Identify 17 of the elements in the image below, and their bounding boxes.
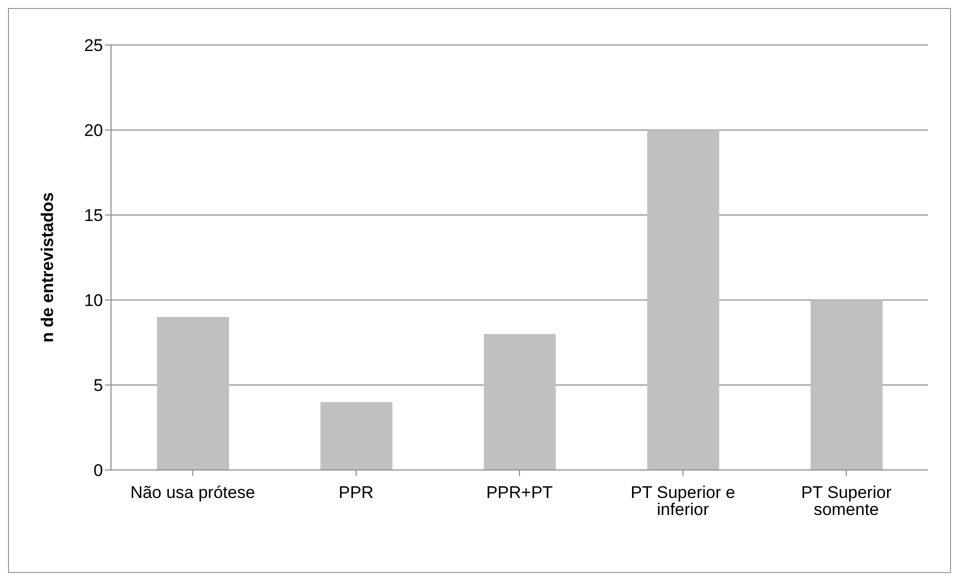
bar	[810, 300, 883, 470]
x-tick-label: Não usa prótese	[130, 483, 256, 502]
y-tick-label: 10	[84, 291, 103, 310]
bar	[484, 334, 556, 470]
y-tick-label: 15	[84, 206, 103, 226]
x-tick-label: PPR	[338, 483, 374, 502]
y-tick-label: 5	[94, 376, 103, 396]
x-tick-label: PT Superior somente	[801, 483, 892, 520]
y-tick-label: 25	[84, 36, 103, 56]
bar	[320, 402, 392, 470]
y-tick-label: 20	[84, 121, 103, 140]
x-tick-label: PT Superior e inferior	[630, 483, 736, 520]
y-tick-label: 0	[94, 461, 103, 480]
bar	[157, 317, 229, 470]
y-axis-title: n de entrevistados	[38, 192, 58, 342]
x-tick-label: PPR+PT	[486, 483, 553, 502]
bar	[647, 130, 720, 470]
